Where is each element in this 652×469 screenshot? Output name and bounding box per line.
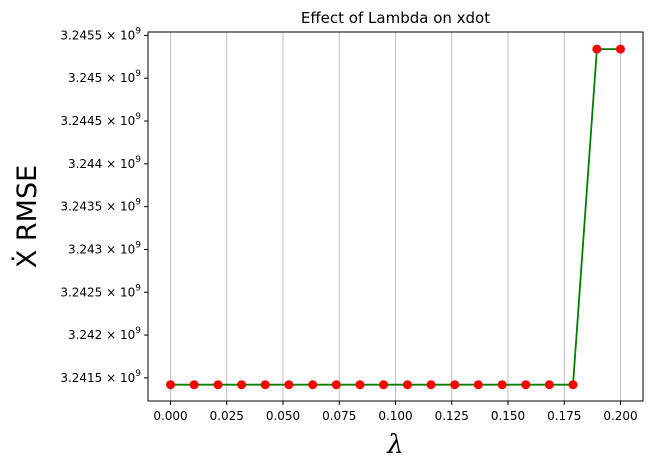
y-tick-label: 3.242 × 109	[68, 326, 141, 342]
x-tick-label: 0.100	[378, 409, 412, 423]
data-point	[450, 380, 460, 390]
y-tick-label: 3.2445 × 109	[60, 112, 141, 128]
data-point	[521, 380, 531, 390]
y-tick-label: 3.243 × 109	[68, 240, 141, 256]
data-point	[592, 44, 602, 54]
data-point	[237, 380, 247, 390]
grid-lines	[170, 32, 621, 401]
data-point	[308, 380, 318, 390]
x-tick-label: 0.150	[491, 409, 525, 423]
y-tick-label: 3.2415 × 109	[60, 369, 141, 385]
data-point	[473, 380, 483, 390]
data-point	[568, 380, 578, 390]
y-tick-label: 3.2455 × 109	[60, 26, 141, 42]
data-point	[213, 380, 223, 390]
y-tick-label: 3.2425 × 109	[60, 283, 141, 299]
y-tick-label: 3.245 × 109	[68, 69, 141, 85]
x-tick-label: 0.125	[435, 409, 469, 423]
x-tick-label: 0.200	[603, 409, 637, 423]
data-point	[260, 380, 270, 390]
data-point	[166, 380, 175, 390]
data-point	[284, 380, 294, 390]
y-axis-label: Ẋ RMSE	[11, 165, 43, 268]
data-point	[331, 380, 341, 390]
data-point	[379, 380, 389, 390]
x-axis-label: λ	[386, 430, 403, 460]
x-tick-label: 0.000	[153, 409, 187, 423]
x-tick-label: 0.025	[210, 409, 244, 423]
data-point	[426, 380, 436, 390]
chart-title: Effect of Lambda on xdot	[301, 9, 490, 27]
data-point	[616, 44, 625, 54]
data-point	[402, 380, 412, 390]
x-tick-label: 0.050	[266, 409, 300, 423]
x-tick-label: 0.075	[322, 409, 356, 423]
data-point	[355, 380, 365, 390]
y-axis-ticks: 3.2415 × 109 3.242 × 109 3.2425 × 109 3.243…	[60, 26, 148, 385]
y-tick-label: 3.2435 × 109	[60, 198, 141, 214]
series-layer	[166, 44, 625, 390]
x-tick-label: 0.175	[547, 409, 581, 423]
data-point	[544, 380, 554, 390]
data-point	[497, 380, 507, 390]
x-axis-ticks: 0.000 0.025 0.050 0.075 0.100 0.125 0.150 0.175…	[153, 401, 638, 423]
y-tick-label: 3.244 × 109	[68, 155, 141, 171]
data-point	[189, 380, 199, 390]
